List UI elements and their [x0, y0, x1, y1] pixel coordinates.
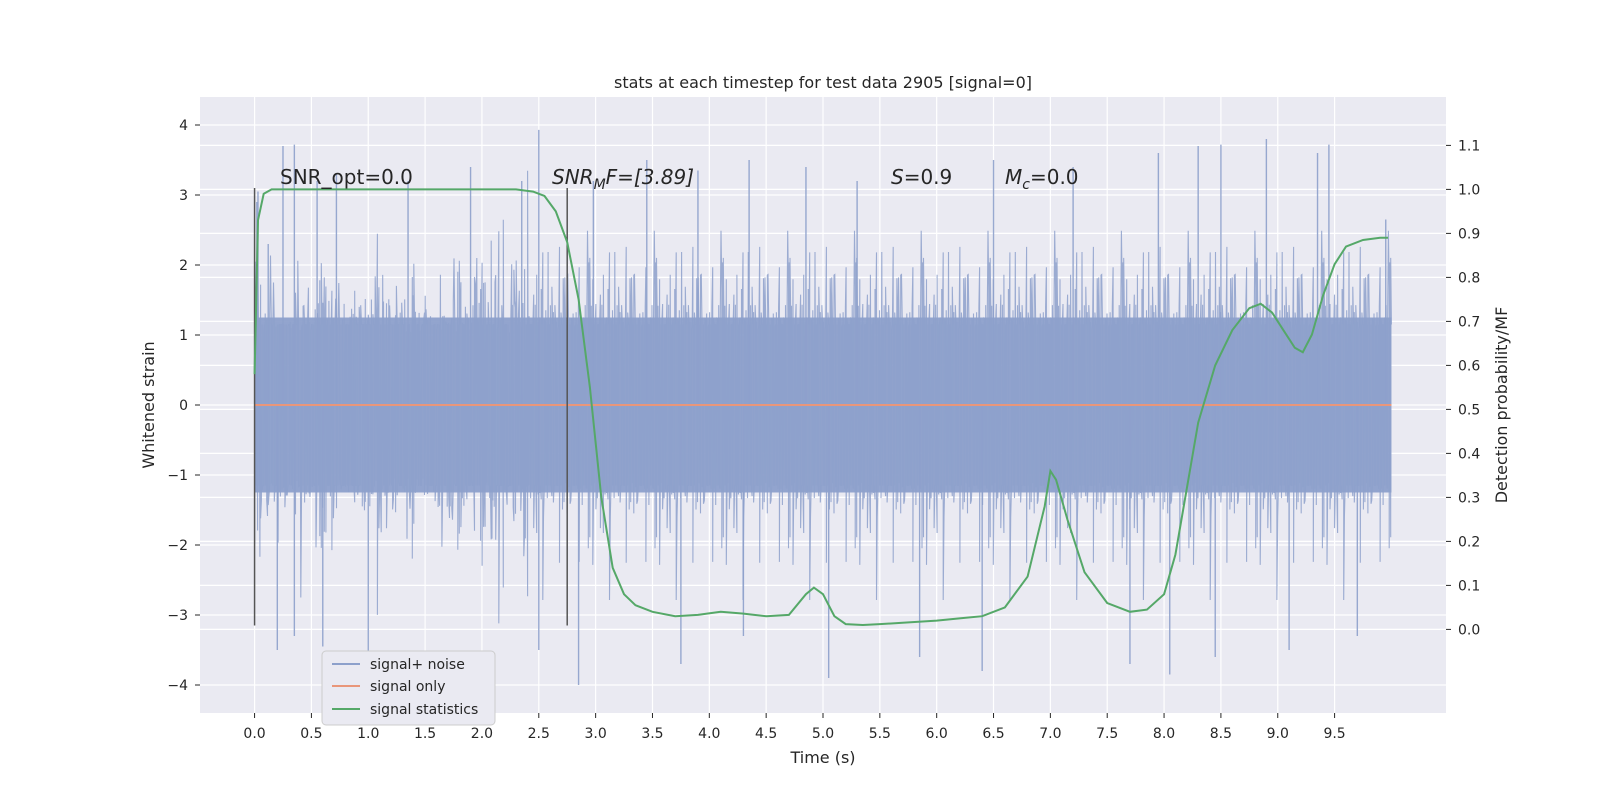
y2-tick-label: 1.1: [1458, 138, 1480, 154]
annotation-s: S=0.9: [891, 165, 952, 189]
y2-tick-label: 0.1: [1458, 578, 1480, 594]
x-tick-label: 7.5: [1096, 726, 1118, 742]
y-tick-label: 0: [179, 398, 188, 414]
x-tick-label: 4.0: [698, 726, 720, 742]
x-tick-label: 9.0: [1267, 726, 1289, 742]
x-tick-label: 0.0: [243, 726, 265, 742]
x-tick-label: 3.0: [584, 726, 606, 742]
y2-tick-label: 0.2: [1458, 534, 1480, 550]
y-tick-label: 1: [179, 328, 188, 344]
y2-tick-label: 0.3: [1458, 490, 1480, 506]
y-tick-label: 2: [179, 258, 188, 274]
legend-label-signal-statistics: signal statistics: [370, 702, 478, 718]
y-tick-label: −1: [167, 468, 188, 484]
y2-tick-label: 0.4: [1458, 446, 1480, 462]
chart-title: stats at each timestep for test data 290…: [614, 73, 1032, 92]
legend: signal+ noise signal only signal statist…: [321, 650, 496, 726]
x-tick-label: 5.0: [812, 726, 834, 742]
y2-tick-label: 0.6: [1458, 358, 1480, 374]
x-tick-label: 6.0: [926, 726, 948, 742]
y2-tick-label: 1.0: [1458, 182, 1480, 198]
y-axis-label: Whitened strain: [139, 341, 158, 468]
x-tick-label: 4.5: [755, 726, 777, 742]
annotation-snr-mf: SNRMF=[3.89]: [552, 165, 694, 193]
y2-tick-label: 0.9: [1458, 226, 1480, 242]
x-axis-label: Time (s): [789, 748, 855, 767]
legend-box: [321, 650, 496, 726]
y2-tick-label: 0.5: [1458, 402, 1480, 418]
signal-statistics-line: [253, 188, 1388, 627]
x-tick-label: 8.5: [1210, 726, 1232, 742]
y-tick-label: −2: [167, 538, 188, 554]
y-axis-ticks: −4 −3 −2 −1 0 1 2 3 4: [167, 118, 200, 694]
x-tick-label: 1.0: [357, 726, 379, 742]
x-tick-label: 6.5: [982, 726, 1004, 742]
y-tick-label: 3: [179, 188, 188, 204]
y2-tick-label: 0.7: [1458, 314, 1480, 330]
x-tick-label: 3.5: [641, 726, 663, 742]
annotation-mc: Mc=0.0: [1005, 165, 1079, 193]
x-tick-label: 2.0: [471, 726, 493, 742]
marker-lines: [253, 188, 568, 626]
x-axis-ticks: 0.0 0.5 1.0 1.5 2.0 2.5 3.0 3.5 4.0 4.5 5.0 5.5 6.0 6…: [243, 713, 1346, 742]
y-tick-label: −4: [167, 678, 188, 694]
legend-label-signal-noise: signal+ noise: [370, 657, 465, 673]
y2-axis-label: Detection probability/MF: [1492, 307, 1511, 504]
x-tick-label: 9.5: [1323, 726, 1345, 742]
y2-tick-label: 0.8: [1458, 270, 1480, 286]
legend-label-signal-only: signal only: [370, 679, 445, 695]
x-tick-label: 0.5: [300, 726, 322, 742]
x-tick-label: 5.5: [869, 726, 891, 742]
y-tick-label: 4: [179, 118, 188, 134]
x-tick-label: 7.0: [1039, 726, 1061, 742]
y-tick-label: −3: [167, 608, 188, 624]
annotation-snr-opt: SNR_opt=0.0: [280, 165, 413, 189]
y2-tick-label: 0.0: [1458, 622, 1480, 638]
x-tick-label: 8.0: [1153, 726, 1175, 742]
x-tick-label: 2.5: [528, 726, 550, 742]
y2-axis-ticks: 0.0 0.1 0.2 0.3 0.4 0.5 0.6 0.7 0.8 0.9 1.0 1.1: [1446, 138, 1480, 638]
x-tick-label: 1.5: [414, 726, 436, 742]
